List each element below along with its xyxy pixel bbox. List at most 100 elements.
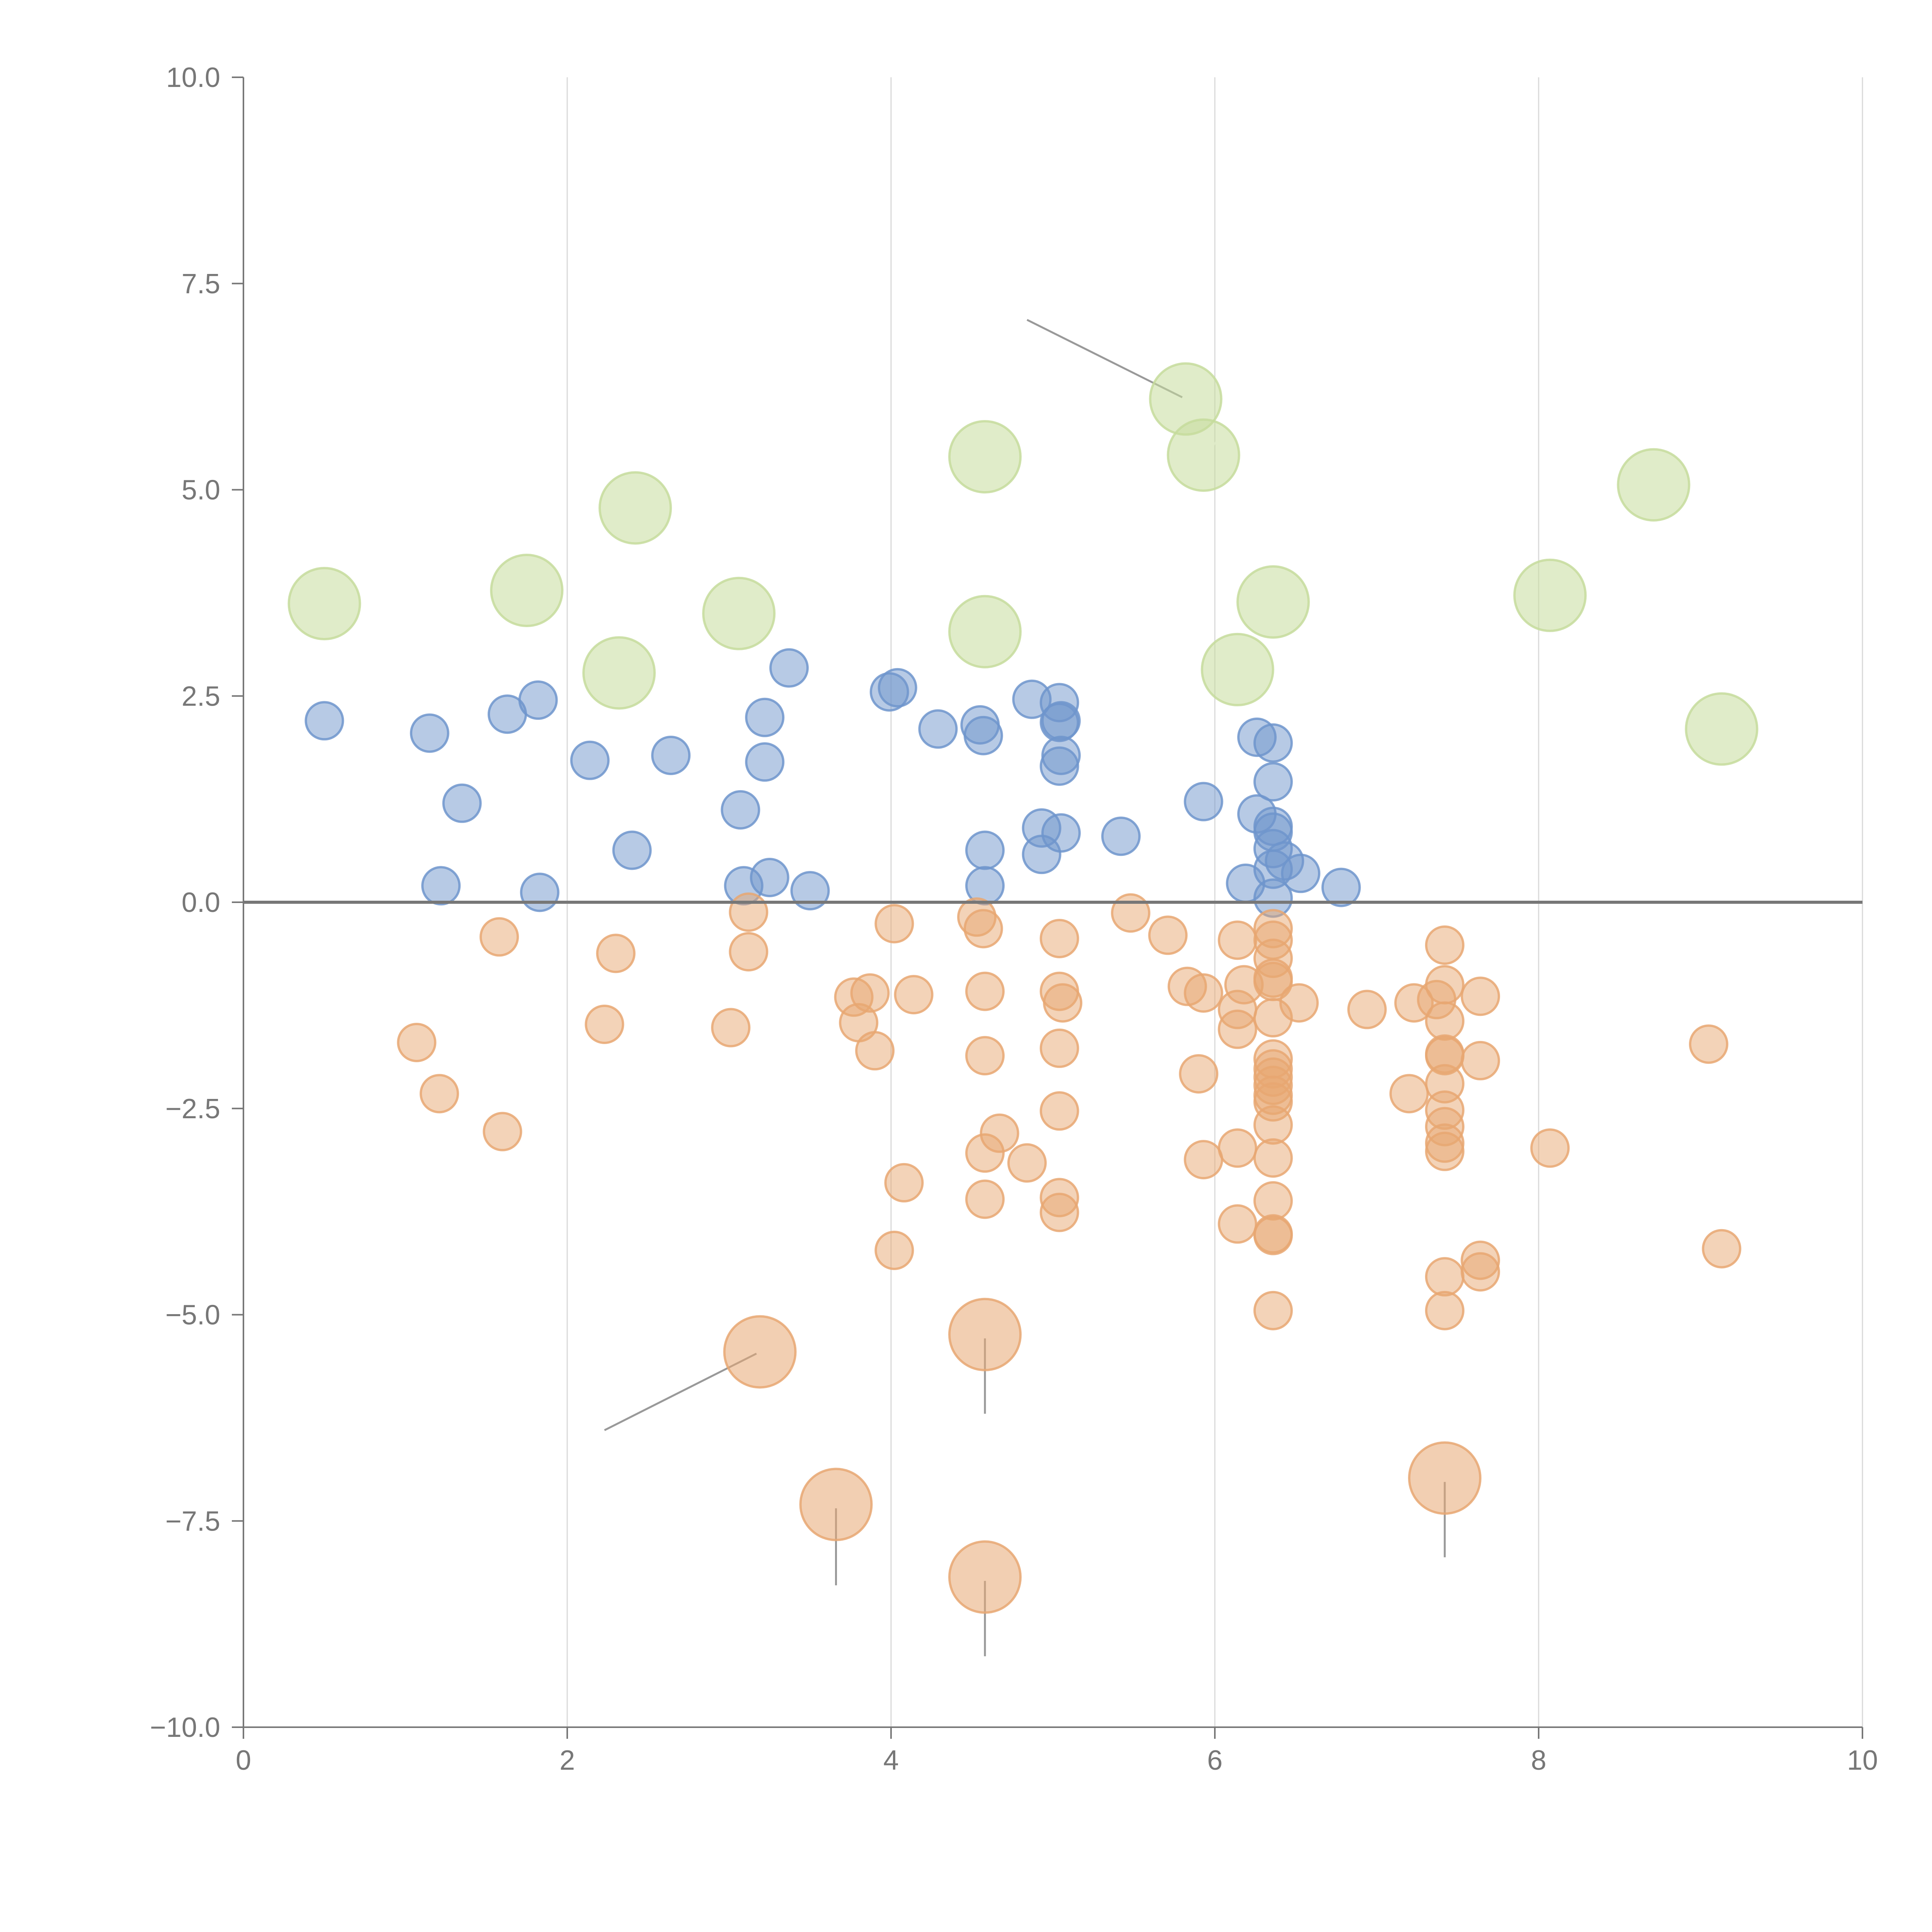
data-point <box>948 1540 1022 1614</box>
data-point <box>1461 1252 1500 1292</box>
data-point <box>651 735 691 775</box>
data-point <box>1253 1181 1293 1221</box>
x-tick-label: 8 <box>1531 1745 1546 1776</box>
data-point <box>1218 1128 1257 1168</box>
data-point <box>1218 1009 1257 1049</box>
data-point <box>790 871 830 911</box>
data-point <box>1617 448 1690 522</box>
data-point <box>874 904 914 944</box>
data-point <box>1184 973 1223 1013</box>
data-point <box>894 975 934 1015</box>
data-point <box>1347 990 1387 1029</box>
data-point <box>1253 1291 1293 1330</box>
y-tick-label: 2.5 <box>182 681 220 712</box>
data-point <box>1167 418 1240 492</box>
data-point <box>1253 1138 1293 1178</box>
data-point <box>965 830 1005 870</box>
data-point <box>1148 915 1188 955</box>
data-point <box>1043 983 1083 1023</box>
data-point <box>980 1113 1019 1153</box>
data-point <box>948 420 1022 494</box>
data-point <box>1253 1216 1293 1255</box>
data-point <box>948 1298 1022 1371</box>
x-tick-label: 0 <box>236 1745 251 1776</box>
data-point <box>702 577 776 650</box>
data-point <box>1039 1028 1079 1068</box>
data-point <box>1425 1291 1464 1330</box>
data-point <box>1184 1140 1223 1180</box>
data-point <box>1253 762 1293 802</box>
data-point <box>1689 1024 1728 1064</box>
data-point <box>1461 976 1500 1016</box>
data-point <box>596 934 636 973</box>
x-tick-label: 2 <box>560 1745 575 1776</box>
bubble-layer <box>287 362 1759 1614</box>
y-tick-label: −10.0 <box>150 1712 220 1743</box>
data-point <box>1111 893 1151 933</box>
data-point <box>850 973 890 1013</box>
data-point <box>1425 1257 1464 1297</box>
data-point <box>721 790 760 830</box>
data-point <box>1530 1128 1570 1168</box>
data-point <box>948 595 1022 668</box>
data-point <box>1201 633 1274 706</box>
label-layer: 0 2 4 6 8 10 −10.0 −7.5 −5.0 −2.5 0.0 2.5 5.0 7.5 10.0 <box>150 62 1878 1776</box>
data-point <box>1039 1192 1079 1232</box>
data-point <box>1685 692 1759 766</box>
data-point <box>287 567 361 641</box>
data-point <box>1279 983 1319 1023</box>
data-point <box>520 872 560 912</box>
data-point <box>570 740 610 780</box>
x-tick-label: 4 <box>883 1745 899 1776</box>
data-point <box>582 636 656 710</box>
data-point <box>410 713 449 753</box>
axis-layer <box>232 77 1863 1739</box>
y-tick-label: 7.5 <box>182 269 220 299</box>
data-point <box>585 1004 624 1044</box>
data-point <box>598 471 672 545</box>
data-point <box>1218 920 1257 960</box>
data-point <box>1408 1441 1481 1515</box>
y-tick-label: 0.0 <box>182 887 220 918</box>
x-tick-label: 6 <box>1207 1745 1223 1776</box>
data-point <box>1041 813 1081 853</box>
y-tick-label: −5.0 <box>165 1300 220 1331</box>
data-point <box>878 668 917 707</box>
data-point <box>1389 1074 1429 1114</box>
data-point <box>1513 558 1587 632</box>
data-point <box>1321 867 1361 907</box>
data-point <box>745 697 785 737</box>
data-point <box>884 1163 924 1202</box>
data-point <box>397 1022 437 1062</box>
data-point <box>874 1230 914 1270</box>
data-point <box>1425 965 1464 1005</box>
data-point <box>304 701 344 741</box>
data-point <box>1236 565 1310 639</box>
x-tick-label: 10 <box>1847 1745 1878 1776</box>
data-point <box>965 971 1005 1011</box>
data-point <box>855 1031 895 1071</box>
data-point <box>480 917 519 957</box>
data-point <box>1039 746 1079 786</box>
data-point <box>421 866 461 906</box>
data-point <box>1101 816 1141 856</box>
data-point <box>729 932 769 972</box>
data-point <box>750 857 789 897</box>
data-point <box>483 1112 522 1151</box>
data-point <box>612 830 652 870</box>
data-point <box>769 648 809 688</box>
data-point <box>1039 918 1079 958</box>
data-point <box>1218 1204 1257 1244</box>
data-point <box>518 680 558 720</box>
data-point <box>711 1008 751 1048</box>
y-tick-label: 10.0 <box>166 62 220 93</box>
data-point <box>918 709 958 749</box>
y-tick-label: −2.5 <box>165 1094 220 1124</box>
data-point <box>799 1468 873 1541</box>
data-point <box>442 783 482 823</box>
y-tick-label: −7.5 <box>165 1506 220 1537</box>
data-point <box>1041 701 1081 741</box>
data-point <box>1007 1143 1047 1183</box>
